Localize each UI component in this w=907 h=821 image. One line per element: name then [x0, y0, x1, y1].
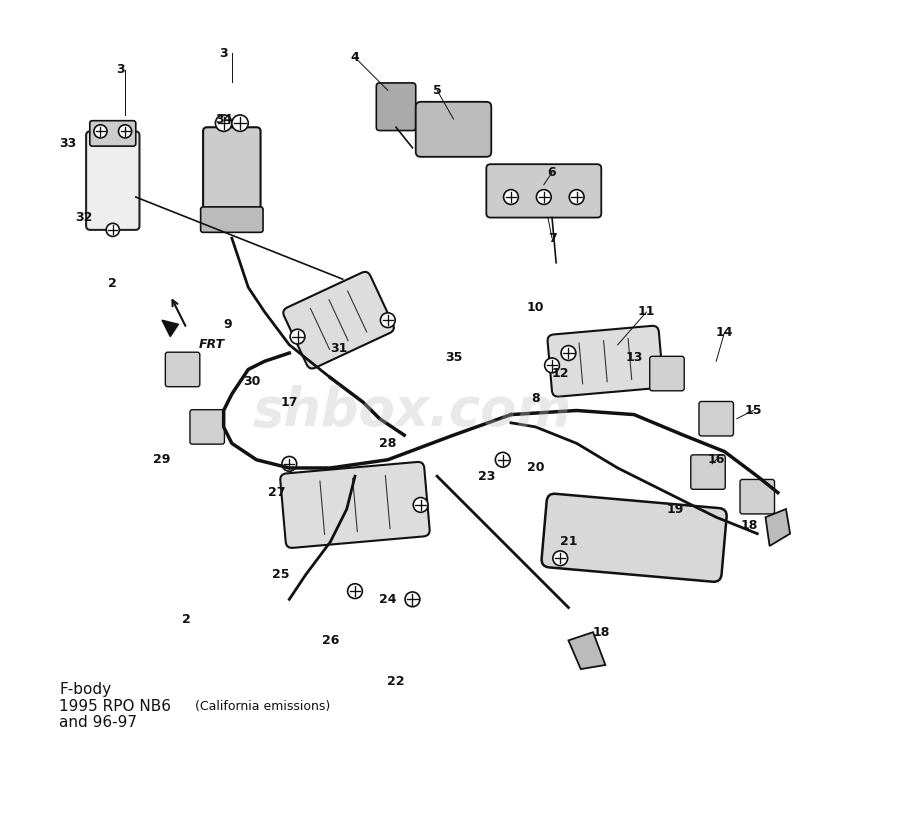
Text: 7: 7: [548, 232, 556, 245]
FancyBboxPatch shape: [280, 462, 430, 548]
Text: (California emissions): (California emissions): [195, 699, 330, 713]
Text: 18: 18: [740, 519, 757, 532]
Text: 25: 25: [272, 568, 290, 581]
Text: 32: 32: [75, 211, 93, 224]
Text: 23: 23: [478, 470, 495, 483]
Text: 10: 10: [527, 301, 544, 314]
Text: 19: 19: [667, 502, 684, 516]
Text: 4: 4: [351, 51, 359, 64]
Circle shape: [544, 358, 560, 373]
Circle shape: [561, 346, 576, 360]
Circle shape: [232, 115, 249, 131]
Circle shape: [553, 551, 568, 566]
Text: 2: 2: [182, 613, 191, 626]
Circle shape: [106, 223, 120, 236]
Text: 6: 6: [548, 166, 556, 179]
Text: F-body: F-body: [60, 682, 112, 697]
Text: 3: 3: [117, 63, 125, 76]
Text: 35: 35: [444, 351, 463, 364]
Text: FRT: FRT: [199, 338, 225, 351]
Text: 13: 13: [626, 351, 643, 364]
Text: 11: 11: [638, 305, 655, 319]
Text: 31: 31: [330, 342, 347, 355]
FancyBboxPatch shape: [283, 272, 394, 369]
FancyBboxPatch shape: [86, 131, 140, 230]
FancyBboxPatch shape: [203, 127, 260, 218]
Circle shape: [414, 498, 428, 512]
Circle shape: [119, 125, 132, 138]
Text: 1995 RPO NB6: 1995 RPO NB6: [60, 699, 176, 713]
Circle shape: [380, 313, 395, 328]
Polygon shape: [766, 509, 790, 546]
Circle shape: [503, 190, 519, 204]
Circle shape: [536, 190, 551, 204]
Text: 30: 30: [244, 375, 261, 388]
Text: 22: 22: [387, 675, 405, 688]
FancyBboxPatch shape: [486, 164, 601, 218]
Text: 26: 26: [322, 634, 339, 647]
Text: 27: 27: [268, 486, 286, 499]
Text: 28: 28: [379, 437, 396, 450]
FancyBboxPatch shape: [376, 83, 415, 131]
FancyBboxPatch shape: [541, 493, 727, 582]
FancyBboxPatch shape: [190, 410, 224, 444]
Text: 12: 12: [551, 367, 569, 380]
Text: 15: 15: [745, 404, 762, 417]
Text: 3: 3: [219, 47, 228, 60]
Circle shape: [282, 456, 297, 471]
Circle shape: [570, 190, 584, 204]
Text: 33: 33: [59, 137, 76, 150]
FancyBboxPatch shape: [740, 479, 775, 514]
Circle shape: [405, 592, 420, 607]
FancyBboxPatch shape: [415, 102, 492, 157]
Circle shape: [495, 452, 510, 467]
FancyBboxPatch shape: [90, 121, 136, 146]
Text: 14: 14: [716, 326, 733, 339]
Text: shbox.com: shbox.com: [253, 384, 572, 437]
Text: 24: 24: [379, 593, 396, 606]
Text: 9: 9: [223, 318, 232, 331]
Polygon shape: [569, 632, 605, 669]
Text: 18: 18: [592, 626, 610, 639]
Text: 20: 20: [527, 461, 544, 475]
FancyBboxPatch shape: [699, 401, 734, 436]
FancyBboxPatch shape: [165, 352, 200, 387]
Polygon shape: [162, 320, 179, 337]
FancyBboxPatch shape: [200, 207, 263, 232]
Text: 29: 29: [153, 453, 171, 466]
Text: 16: 16: [707, 453, 725, 466]
Circle shape: [94, 125, 107, 138]
Text: 17: 17: [280, 396, 298, 409]
FancyBboxPatch shape: [691, 455, 726, 489]
FancyBboxPatch shape: [548, 326, 663, 397]
Text: 5: 5: [433, 84, 442, 97]
Circle shape: [215, 115, 232, 131]
Text: 8: 8: [532, 392, 540, 405]
Text: and 96-97: and 96-97: [60, 715, 138, 730]
Text: 21: 21: [560, 535, 577, 548]
FancyBboxPatch shape: [649, 356, 684, 391]
Text: 2: 2: [109, 277, 117, 290]
Text: 34: 34: [215, 112, 232, 126]
Circle shape: [290, 329, 305, 344]
Circle shape: [347, 584, 363, 599]
